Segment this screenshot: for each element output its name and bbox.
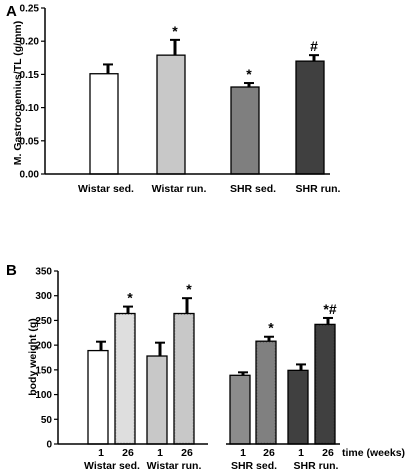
panel-b-y-tick-label: 300 bbox=[35, 291, 52, 302]
panel-b-bar-texture bbox=[115, 314, 135, 444]
panel-b-y-axis-label: body weight (g) bbox=[27, 318, 39, 396]
panel-b-significance-mark: * bbox=[186, 281, 192, 297]
panel-b-x-axis-label: time (weeks) bbox=[342, 447, 405, 459]
panel-b-significance-mark: *# bbox=[323, 301, 336, 317]
panel-b-group-label: Wistar sed. bbox=[84, 460, 140, 472]
panel-a-letter: A bbox=[6, 3, 17, 20]
panel-b-group-label: Wistar run. bbox=[147, 460, 202, 472]
panel-a-y-axis-label: M. Gastrocnemius/TL (g/mm) bbox=[12, 21, 24, 166]
panel-b-bar bbox=[229, 374, 251, 445]
panel-b-bar bbox=[114, 312, 136, 445]
panel-b-category-label: 26 bbox=[181, 447, 193, 459]
panel-b-bar-texture bbox=[174, 314, 194, 444]
panel-b-category-label: 26 bbox=[263, 447, 275, 459]
panel-b-category-label: 26 bbox=[122, 447, 134, 459]
panel-a-y-tick-label: 0.00 bbox=[20, 170, 40, 181]
panel-b-letter: B bbox=[6, 262, 17, 279]
panel-a-chart: A M. Gastrocnemius/TL (g/mm) Wistar sed.… bbox=[6, 3, 341, 195]
panel-a-significance-mark: * bbox=[172, 23, 178, 39]
panel-a-y-tick-label: 0.15 bbox=[20, 70, 40, 81]
panel-b-category-label: 1 bbox=[98, 447, 104, 459]
panel-b-bar bbox=[314, 323, 336, 445]
panel-b-y-tick-label: 350 bbox=[35, 267, 52, 278]
panel-b-y-tick-label: 50 bbox=[41, 415, 53, 426]
panel-b-bar bbox=[287, 369, 309, 445]
panel-a-bar bbox=[295, 60, 325, 175]
panel-b-y-tick-label: 150 bbox=[35, 365, 52, 376]
panel-b-bar bbox=[255, 340, 277, 445]
panel-b-bar-texture bbox=[256, 341, 276, 444]
panel-a-category-label: SHR run. bbox=[296, 183, 341, 195]
panel-a-bar bbox=[230, 86, 260, 175]
panel-b-group-label: SHR sed. bbox=[231, 460, 277, 472]
panel-b-group-label: SHR run. bbox=[294, 460, 339, 472]
panel-b-bar bbox=[87, 349, 109, 445]
panel-b-significance-mark: * bbox=[127, 290, 133, 306]
panel-a-y-tick-label: 0.10 bbox=[20, 103, 40, 114]
panel-b-category-label: 1 bbox=[298, 447, 304, 459]
panel-a-category-label: Wistar sed. bbox=[78, 183, 134, 195]
panel-b-category-label: 26 bbox=[322, 447, 334, 459]
panel-b-bar bbox=[173, 312, 195, 445]
panel-b-y-tick-label: 100 bbox=[35, 390, 52, 401]
panel-b-y-tick-label: 200 bbox=[35, 341, 52, 352]
panel-a-category-label: SHR sed. bbox=[230, 183, 276, 195]
panel-a-bar bbox=[89, 73, 119, 175]
panel-a-y-tick-label: 0.05 bbox=[20, 136, 40, 147]
panel-a-category-label: Wistar run. bbox=[152, 183, 207, 195]
panel-a-significance-mark: * bbox=[246, 66, 252, 82]
panel-a-bar bbox=[156, 54, 186, 175]
panel-a-y-tick-label: 0.20 bbox=[20, 37, 40, 48]
panel-b-y-tick-label: 250 bbox=[35, 316, 52, 327]
panel-b-significance-mark: * bbox=[268, 320, 274, 336]
panel-b-bar bbox=[146, 355, 168, 445]
panel-a-significance-mark: # bbox=[310, 38, 318, 54]
panel-b-category-label: 1 bbox=[157, 447, 163, 459]
panel-b-category-label: 1 bbox=[240, 447, 246, 459]
panel-b-bar-texture bbox=[315, 324, 335, 444]
panel-a-y-tick-label: 0.25 bbox=[20, 4, 40, 15]
panel-b-y-tick-label: 0 bbox=[46, 440, 52, 451]
panel-b-chart: B body weight (g) time (weeks) 1 * 26 1 * 26 1… bbox=[6, 262, 405, 472]
